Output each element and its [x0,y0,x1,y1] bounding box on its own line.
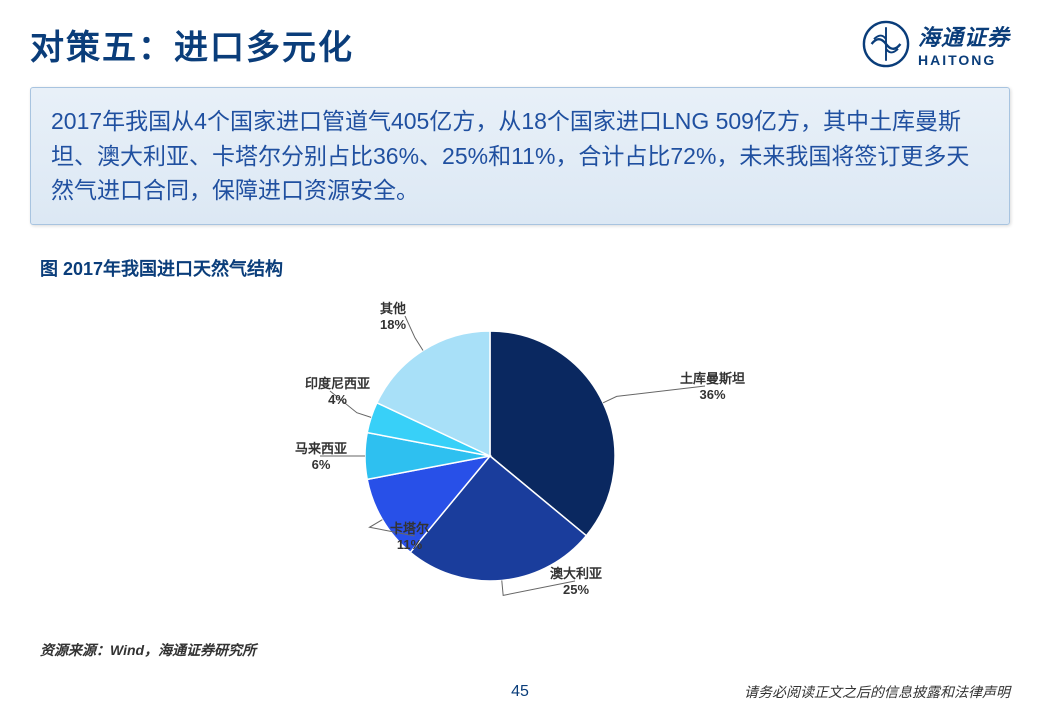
page-number: 45 [511,683,529,701]
slide: 对策五：进口多元化 海通证券 HAITONG 2017年我国从4个国家进口管道气… [0,0,1040,720]
pie-label: 印度尼西亚4% [305,376,370,410]
pie-label: 土库曼斯坦36% [680,371,745,405]
pie-label: 马来西亚6% [295,441,347,475]
disclaimer: 请务必阅读正文之后的信息披露和法律声明 [744,682,1010,702]
page-title: 对策五：进口多元化 [30,20,354,69]
info-box: 2017年我国从4个国家进口管道气405亿方，从18个国家进口LNG 509亿方… [30,87,1010,225]
footer: 45 请务必阅读正文之后的信息披露和法律声明 [0,682,1040,702]
logo-en: HAITONG [918,52,996,68]
pie-label: 澳大利亚25% [550,566,602,600]
pie-label: 卡塔尔11% [390,521,429,555]
header: 对策五：进口多元化 海通证券 HAITONG [30,20,1010,69]
chart-title: 图 2017年我国进口天然气结构 [40,255,1010,281]
pie-label: 其他18% [380,301,406,335]
pie-chart-area: 土库曼斯坦36% 澳大利亚25% 卡塔尔11% 马来西亚6% 印度尼西亚4% 其他18% [140,296,840,616]
logo: 海通证券 HAITONG [862,20,1010,68]
logo-cn: 海通证券 [918,20,1010,52]
chart-section: 图 2017年我国进口天然气结构 土库曼斯坦36% 澳大利亚25% 卡塔尔11% 马来… [30,255,1010,616]
logo-text: 海通证券 HAITONG [918,20,1010,68]
haitong-logo-icon [862,20,910,68]
source-text: 资源来源：Wind，海通证券研究所 [40,640,256,660]
